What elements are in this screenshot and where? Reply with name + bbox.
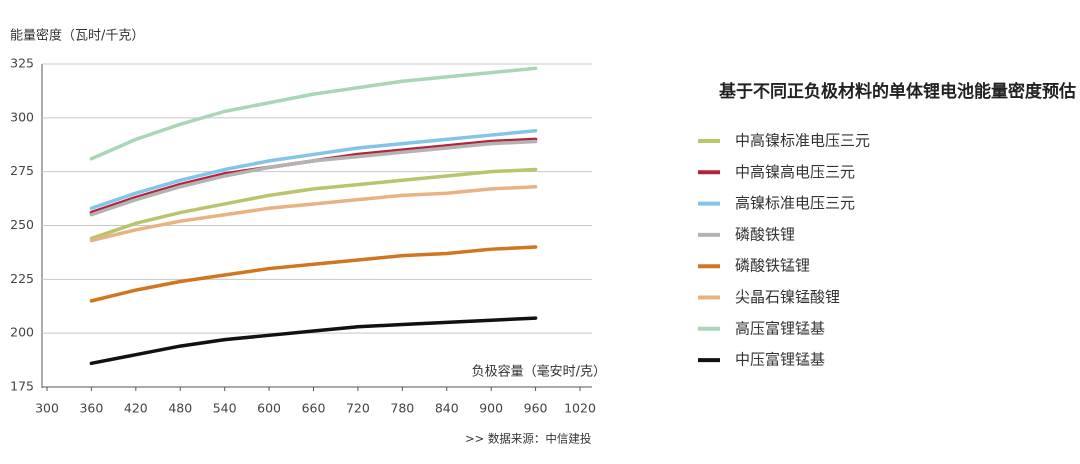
- source-note: >> 数据来源：中信建投: [465, 432, 592, 446]
- x-tick-label: 900: [479, 401, 503, 416]
- series-line: [89, 245, 538, 303]
- y-tick-label: 175: [10, 379, 34, 394]
- legend-label: 中高镍高电压三元: [735, 163, 855, 181]
- y-tick-label: 250: [10, 217, 34, 232]
- x-tick-label: 360: [79, 401, 103, 416]
- series-line: [89, 139, 538, 217]
- y-tick-label: 225: [10, 271, 34, 286]
- legend-label: 高镍标准电压三元: [735, 194, 855, 212]
- series-line: [89, 137, 538, 215]
- x-tick-label: 720: [346, 401, 370, 416]
- x-tick-label: 960: [524, 401, 548, 416]
- y-tick-label: 325: [10, 56, 34, 71]
- series-line: [89, 316, 538, 366]
- y-tick-label: 300: [10, 109, 34, 124]
- x-tick-label: 300: [35, 401, 59, 416]
- y-tick-label: 200: [10, 325, 34, 340]
- legend-label: 磷酸铁锂: [735, 225, 795, 243]
- series-line: [89, 167, 538, 241]
- x-tick-label: 1020: [564, 401, 596, 416]
- legend-label: 中高镍标准电压三元: [735, 132, 870, 150]
- legend-label: 高压富锂锰基: [735, 319, 825, 337]
- y-tick-label: 275: [10, 163, 34, 178]
- series-line: [89, 184, 538, 243]
- x-tick-label: 420: [124, 401, 148, 416]
- legend-label: 中压富锂锰基: [735, 351, 825, 369]
- x-tick-label: 480: [168, 401, 192, 416]
- legend-label: 磷酸铁锰锂: [735, 257, 810, 275]
- x-tick-label: 840: [435, 401, 459, 416]
- chart-title: 基于不同正负极材料的单体锂电池能量密度预估: [718, 81, 1076, 102]
- series-line: [89, 66, 538, 161]
- x-tick-label: 660: [302, 401, 326, 416]
- legend-label: 尖晶石镍锰酸锂: [735, 288, 840, 306]
- x-tick-label: 600: [257, 401, 281, 416]
- y-axis-label: 能量密度（瓦时/千克）: [10, 28, 144, 44]
- series-line: [89, 129, 538, 211]
- x-tick-label: 540: [213, 401, 237, 416]
- x-axis-label: 负极容量（毫安时/克）: [472, 364, 606, 380]
- x-tick-label: 780: [390, 401, 414, 416]
